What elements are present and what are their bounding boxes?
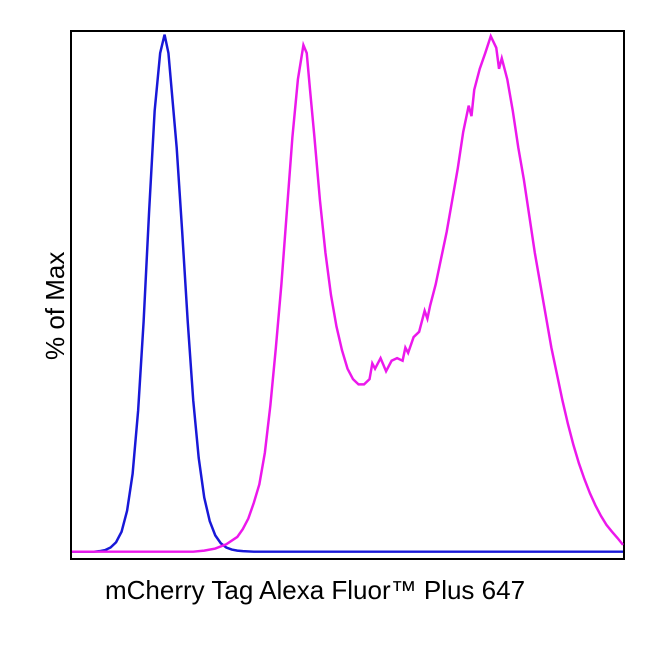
y-axis-label: % of Max	[40, 252, 71, 360]
x-axis-label: mCherry Tag Alexa Fluor™ Plus 647	[105, 575, 525, 606]
plot-area	[70, 30, 625, 560]
series-control	[72, 35, 623, 552]
chart-container: % of Max mCherry Tag Alexa Fluor™ Plus 6…	[0, 0, 650, 650]
series-svg	[72, 32, 623, 558]
